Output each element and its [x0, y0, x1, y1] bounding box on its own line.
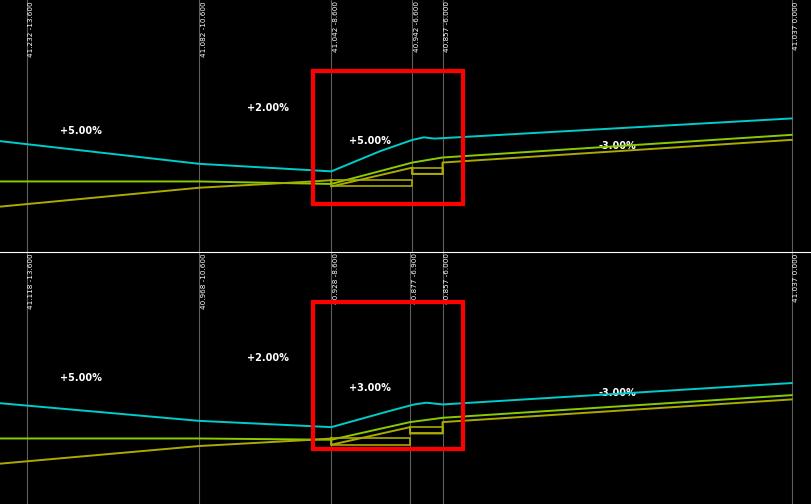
- Text: +5.00%: +5.00%: [348, 136, 390, 146]
- Bar: [312, 71, 462, 204]
- Text: +5.00%: +5.00%: [60, 373, 102, 383]
- Text: 40.928 -8.600: 40.928 -8.600: [333, 253, 338, 304]
- Bar: [312, 302, 462, 449]
- Text: 40.968 -10.600: 40.968 -10.600: [200, 253, 206, 309]
- Text: 40.857 -6.000: 40.857 -6.000: [444, 253, 449, 304]
- Text: 41.082 -10.600: 41.082 -10.600: [200, 2, 206, 57]
- Text: 41.037 0.000: 41.037 0.000: [792, 2, 798, 49]
- Text: 40.857 -6.000: 40.857 -6.000: [444, 2, 449, 52]
- Text: +2.00%: +2.00%: [247, 353, 289, 363]
- Text: 41.042 -8.600: 41.042 -8.600: [333, 2, 338, 52]
- Text: 40.877 -6.900: 40.877 -6.900: [411, 253, 417, 304]
- Text: -3.00%: -3.00%: [598, 141, 635, 151]
- Text: 41.037 0.000: 41.037 0.000: [792, 253, 798, 301]
- Text: 40.942 -6.600: 40.942 -6.600: [414, 2, 419, 52]
- Text: 41.118 -13.600: 41.118 -13.600: [28, 253, 34, 309]
- Text: 41.232 -13.600: 41.232 -13.600: [28, 2, 34, 57]
- Text: +2.00%: +2.00%: [247, 103, 289, 113]
- Text: -3.00%: -3.00%: [598, 388, 635, 398]
- Text: +5.00%: +5.00%: [60, 126, 102, 136]
- Text: +3.00%: +3.00%: [348, 383, 390, 393]
